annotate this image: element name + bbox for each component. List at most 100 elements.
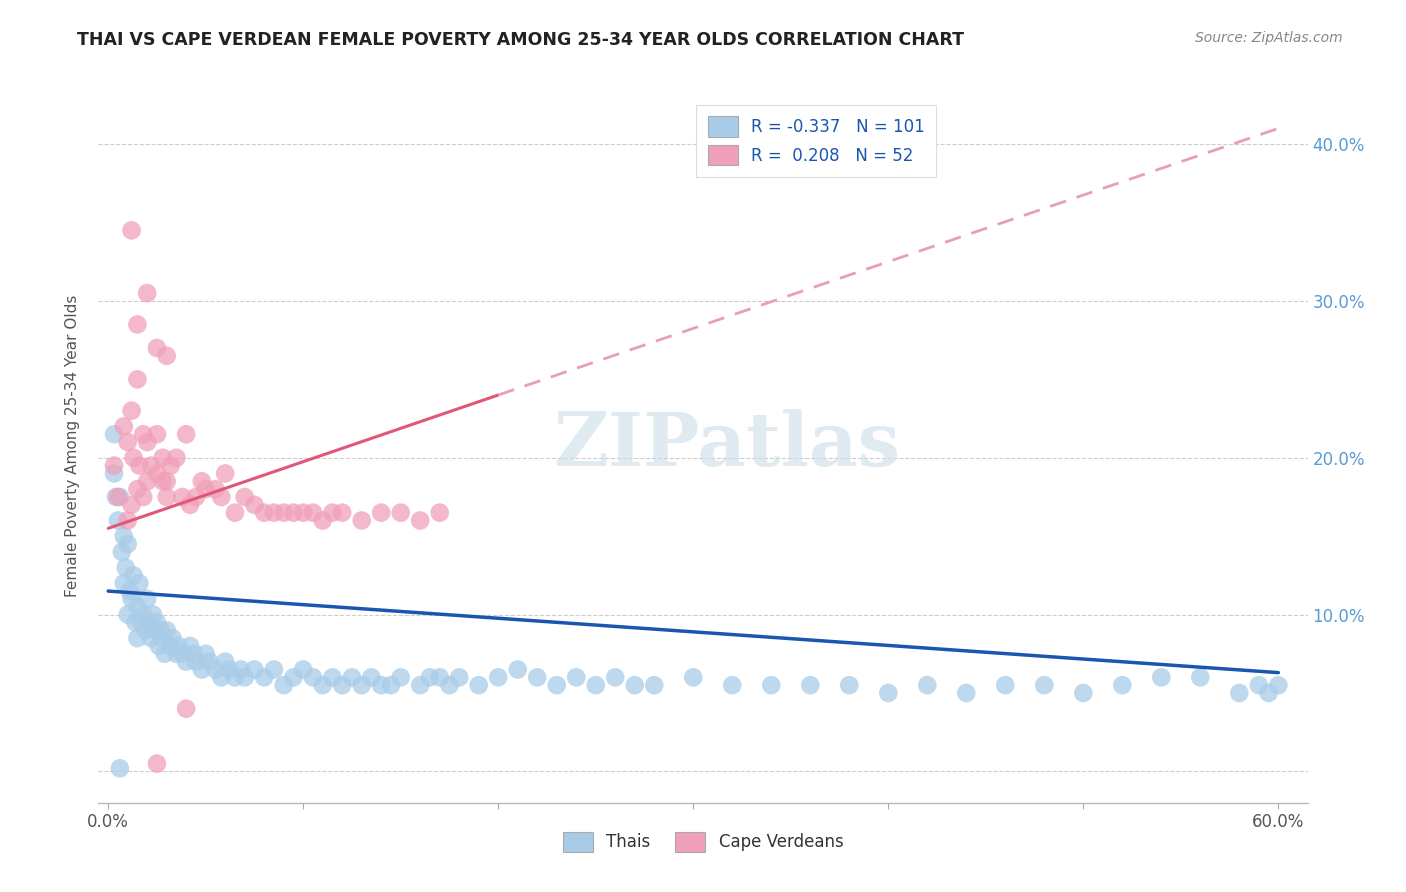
Point <box>439 678 461 692</box>
Point <box>103 467 125 481</box>
Point <box>191 475 214 489</box>
Point <box>136 435 159 450</box>
Point <box>146 756 169 771</box>
Point <box>283 506 305 520</box>
Point <box>1150 670 1173 684</box>
Point <box>111 545 134 559</box>
Point <box>152 450 174 465</box>
Point <box>360 670 382 684</box>
Point <box>350 514 373 528</box>
Point <box>243 663 266 677</box>
Point <box>253 670 276 684</box>
Point <box>204 482 226 496</box>
Text: THAI VS CAPE VERDEAN FEMALE POVERTY AMONG 25-34 YEAR OLDS CORRELATION CHART: THAI VS CAPE VERDEAN FEMALE POVERTY AMON… <box>77 31 965 49</box>
Point <box>350 678 373 692</box>
Point <box>107 514 129 528</box>
Point <box>273 506 295 520</box>
Point <box>174 427 197 442</box>
Point <box>136 475 159 489</box>
Point <box>184 655 207 669</box>
Point <box>546 678 568 692</box>
Point <box>165 450 187 465</box>
Point <box>179 498 201 512</box>
Point <box>114 560 136 574</box>
Point <box>877 686 900 700</box>
Point <box>721 678 744 692</box>
Point <box>380 678 402 692</box>
Point <box>121 498 143 512</box>
Point <box>103 458 125 473</box>
Point <box>159 639 181 653</box>
Point <box>172 490 194 504</box>
Point <box>156 475 179 489</box>
Point <box>191 663 214 677</box>
Point <box>127 482 149 496</box>
Point <box>214 655 236 669</box>
Point <box>127 631 149 645</box>
Point <box>131 615 153 630</box>
Point <box>184 490 207 504</box>
Point <box>174 655 197 669</box>
Point <box>682 670 704 684</box>
Point <box>321 506 343 520</box>
Text: Source: ZipAtlas.com: Source: ZipAtlas.com <box>1195 31 1343 45</box>
Point <box>263 506 285 520</box>
Point <box>124 615 146 630</box>
Point <box>148 639 170 653</box>
Legend: Thais, Cape Verdeans: Thais, Cape Verdeans <box>555 825 851 859</box>
Point <box>506 663 529 677</box>
Point <box>409 514 432 528</box>
Point <box>112 529 135 543</box>
Point <box>127 318 149 332</box>
Point <box>136 286 159 301</box>
Point <box>370 506 392 520</box>
Point <box>233 670 256 684</box>
Point <box>139 458 162 473</box>
Point <box>605 670 627 684</box>
Point <box>312 514 335 528</box>
Point <box>1267 678 1289 692</box>
Point <box>146 427 169 442</box>
Point <box>643 678 665 692</box>
Point <box>153 647 176 661</box>
Point <box>183 647 205 661</box>
Point <box>1071 686 1094 700</box>
Point <box>103 427 125 442</box>
Point <box>174 702 197 716</box>
Point <box>121 403 143 417</box>
Point <box>108 490 131 504</box>
Point <box>156 490 179 504</box>
Point <box>243 498 266 512</box>
Point <box>209 670 232 684</box>
Point <box>419 670 441 684</box>
Point <box>204 663 226 677</box>
Point <box>467 678 489 692</box>
Point <box>136 591 159 606</box>
Point <box>253 506 276 520</box>
Point <box>429 506 451 520</box>
Point <box>167 639 190 653</box>
Point <box>128 458 150 473</box>
Point <box>224 670 246 684</box>
Point <box>917 678 939 692</box>
Point <box>132 490 155 504</box>
Point <box>159 458 181 473</box>
Point <box>370 678 392 692</box>
Point <box>321 670 343 684</box>
Point <box>209 490 232 504</box>
Point <box>312 678 335 692</box>
Point <box>156 349 179 363</box>
Point <box>117 607 139 622</box>
Point <box>104 490 127 504</box>
Point <box>179 639 201 653</box>
Point <box>156 624 179 638</box>
Point <box>302 506 325 520</box>
Point <box>273 678 295 692</box>
Point <box>121 591 143 606</box>
Point <box>1111 678 1133 692</box>
Point <box>218 663 240 677</box>
Point <box>994 678 1017 692</box>
Point <box>146 341 169 355</box>
Point <box>526 670 548 684</box>
Point <box>233 490 256 504</box>
